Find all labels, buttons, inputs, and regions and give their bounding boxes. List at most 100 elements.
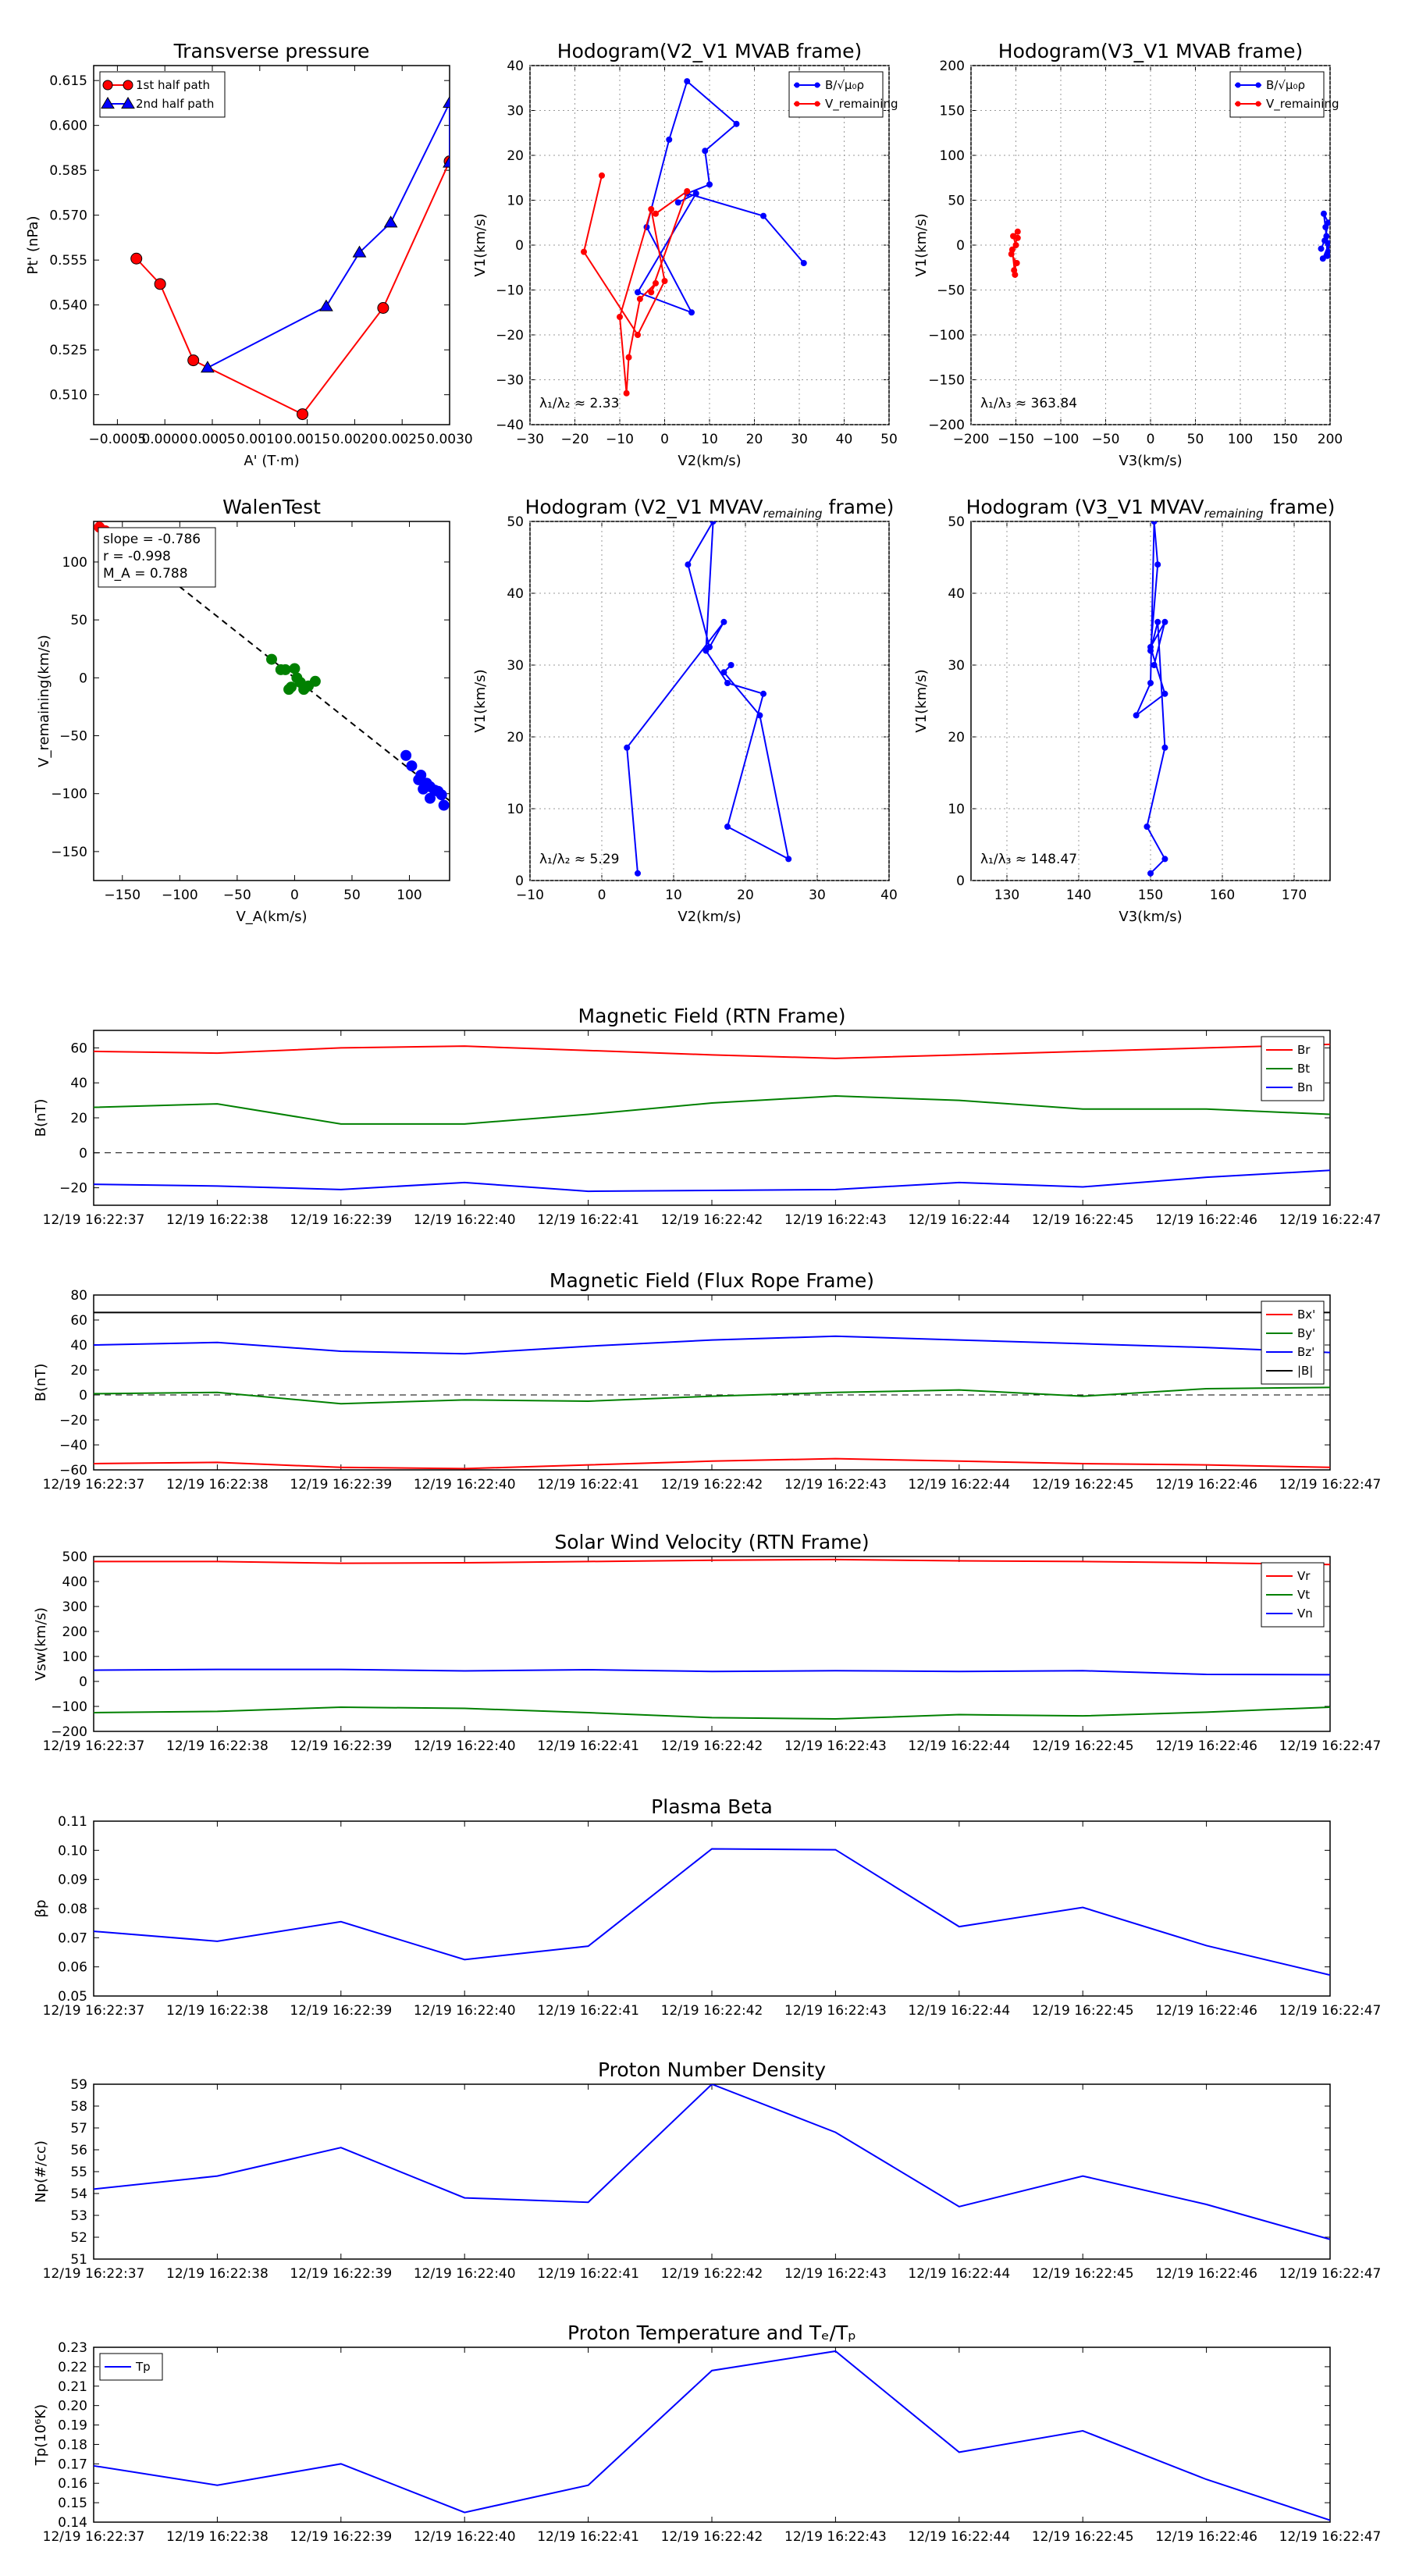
data-point <box>653 210 659 217</box>
data-point <box>581 248 587 255</box>
data-point <box>406 760 418 772</box>
y-tick-label: 0.06 <box>58 1960 87 1976</box>
data-point <box>684 188 691 194</box>
data-point <box>1324 252 1330 259</box>
chart-hodogram-v3-v1-mvab: Hodogram(V3_V1 MVAB frame) −200 −150 −100 −5… <box>913 40 1343 469</box>
chart-title: Transverse pressure <box>173 40 370 62</box>
y-tick-label: −200 <box>928 418 965 433</box>
y-axis-label: V1(km/s) <box>913 669 930 732</box>
x-axis-label: V_A(km/s) <box>236 909 307 925</box>
y-tick-label: −150 <box>928 373 965 389</box>
y-tick-label: 40 <box>507 586 524 602</box>
x-tick-label: 0 <box>1147 432 1155 447</box>
chart-hodogram-v3-v1-mvav: Hodogram (V3_V1 MVAVremaining frame) 130 1… <box>913 496 1335 925</box>
data-point <box>624 744 631 751</box>
series-line-1 <box>94 1558 1330 1566</box>
y-tick-label: 200 <box>62 1624 87 1640</box>
legend-label: Bn <box>1297 1080 1313 1094</box>
y-tick-label: 100 <box>62 1649 87 1665</box>
x-tick-label: 12/19 16:22:38 <box>166 1477 269 1493</box>
data-point <box>724 680 731 686</box>
chart-title: Proton Temperature and Tₑ/Tₚ <box>567 2322 856 2344</box>
stat-line: r = -0.998 <box>103 549 171 564</box>
series-line-1 <box>94 1043 1330 1059</box>
data-point <box>383 215 398 228</box>
x-tick-label: 0 <box>290 888 299 903</box>
data-point <box>814 101 820 107</box>
plot-area <box>94 1848 1330 1976</box>
data-point <box>303 680 315 692</box>
x-tick-label: −20 <box>561 432 589 447</box>
x-tick-label: 12/19 16:22:43 <box>784 2003 887 2019</box>
data-point <box>1012 271 1019 278</box>
data-point <box>130 252 143 265</box>
data-point <box>1161 856 1168 863</box>
data-point <box>636 296 643 302</box>
chart-magnetic-field-flux-rope: Magnetic Field (Flux Rope Frame) 12/19 16… <box>33 1269 1381 1493</box>
y-tick-label: 53 <box>70 2208 87 2224</box>
chart-title-subscript: remaining <box>763 507 823 521</box>
data-point <box>1320 210 1327 217</box>
y-tick-label: 0.14 <box>58 2515 87 2531</box>
y-tick-label: −100 <box>51 1699 87 1715</box>
data-point <box>635 870 641 877</box>
y-tick-label: 0 <box>79 1674 87 1690</box>
plot-area <box>1133 521 1168 877</box>
data-point <box>187 354 200 367</box>
plot-area <box>94 1558 1330 1720</box>
y-tick-label: 20 <box>70 1111 87 1126</box>
x-tick-label: 12/19 16:22:43 <box>784 2266 887 2282</box>
y-tick-label: −30 <box>496 373 524 389</box>
chart-title: Magnetic Field (RTN Frame) <box>578 1005 846 1027</box>
y-tick-label: 56 <box>70 2143 87 2158</box>
x-tick-label: 12/19 16:22:41 <box>537 1738 639 1754</box>
data-point <box>1147 644 1154 650</box>
y-tick-label: −50 <box>59 729 87 745</box>
y-tick-label: 40 <box>70 1338 87 1354</box>
chart-title-main: Hodogram (V2_V1 MVAV <box>525 496 763 518</box>
plot-area <box>581 78 807 397</box>
data-point <box>1133 712 1140 719</box>
y-tick-label: 0.555 <box>49 253 87 269</box>
chart-title: Plasma Beta <box>651 1795 773 1818</box>
x-tick-label: 12/19 16:22:42 <box>661 1212 763 1228</box>
data-point <box>623 390 630 397</box>
x-tick-label: 12/19 16:22:44 <box>908 1738 1010 1754</box>
y-tick-label: −100 <box>51 787 87 802</box>
x-tick-label: 12/19 16:22:40 <box>414 2529 516 2545</box>
y-axis-label: V1(km/s) <box>472 669 489 732</box>
data-point <box>1319 255 1326 262</box>
y-tick-label: 0.23 <box>58 2340 87 2356</box>
y-axis-label: Tp(10⁶K) <box>33 2404 49 2466</box>
legend-box <box>788 71 884 118</box>
x-tick-label: 10 <box>701 432 718 447</box>
x-axis-label: A' (T·m) <box>244 453 299 469</box>
x-tick-label: 12/19 16:22:43 <box>784 1212 887 1228</box>
y-tick-label: 0.615 <box>49 73 87 89</box>
x-tick-label: 12/19 16:22:46 <box>1155 2529 1257 2545</box>
x-tick-label: 12/19 16:22:44 <box>908 2266 1010 2282</box>
y-axis-label: Pt' (nPa) <box>25 215 41 274</box>
x-tick-label: 12/19 16:22:42 <box>661 2529 763 2545</box>
legend-label: Vt <box>1297 1588 1310 1602</box>
x-tick-label: 12/19 16:22:45 <box>1032 1738 1134 1754</box>
x-axis-label: V3(km/s) <box>1119 909 1182 925</box>
series-line-1 <box>1134 521 1166 874</box>
y-tick-label: −50 <box>937 283 965 299</box>
x-tick-label: 12/19 16:22:47 <box>1279 2003 1382 2019</box>
y-tick-label: 0.07 <box>58 1930 87 1946</box>
data-point <box>617 314 623 320</box>
x-tick-label: 150 <box>1272 432 1297 447</box>
x-tick-label: 12/19 16:22:38 <box>166 1738 269 1754</box>
x-tick-label: 12/19 16:22:39 <box>290 1212 392 1228</box>
stat-line: M_A = 0.788 <box>103 566 188 582</box>
chart-title-main: Hodogram (V3_V1 MVAV <box>966 496 1204 518</box>
x-tick-label: 12/19 16:22:40 <box>414 2003 516 2019</box>
y-tick-label: 0.16 <box>58 2476 87 2492</box>
chart-hodogram-v2-v1-mvab: Hodogram(V2_V1 MVAB frame) −30 −20 −10 0 10 20… <box>472 40 898 469</box>
series-line-2 <box>94 1706 1330 1720</box>
plot-area <box>130 95 450 421</box>
y-tick-label: 10 <box>507 802 524 817</box>
data-point <box>635 332 641 338</box>
legend-label: Bt <box>1297 1062 1310 1076</box>
